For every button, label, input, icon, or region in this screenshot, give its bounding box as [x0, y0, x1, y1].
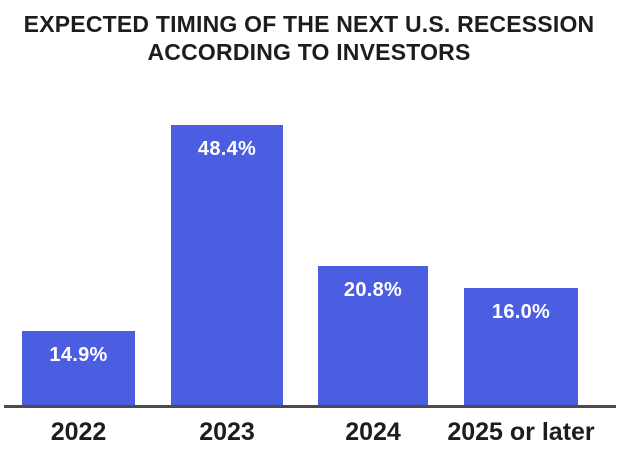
x-tick-label-2024: 2024	[345, 418, 401, 446]
bar-value-label: 14.9%	[49, 344, 108, 366]
bar-value-label: 20.8%	[343, 279, 403, 301]
x-tick-label-2022: 2022	[50, 418, 107, 446]
x-tick-label-2023: 2023	[199, 418, 255, 446]
bar-value-label: 16.0%	[491, 301, 551, 323]
bar-2022: 14.9%	[22, 331, 135, 405]
chart-title-line-2: ACCORDING TO INVESTORS	[147, 39, 471, 65]
x-tick-label-2025: 2025 or later	[447, 418, 595, 446]
bar-2025: 16.0%	[464, 288, 578, 405]
bar-2024: 20.8%	[318, 266, 428, 405]
x-axis-line	[4, 405, 616, 408]
chart-title-line-1: EXPECTED TIMING OF THE NEXT U.S. RECESSI…	[23, 11, 595, 37]
chart-title: EXPECTED TIMING OF THE NEXT U.S. RECESSI…	[0, 10, 618, 66]
bar-2023: 48.4%	[171, 125, 283, 405]
bar-value-label: 48.4%	[197, 138, 257, 160]
